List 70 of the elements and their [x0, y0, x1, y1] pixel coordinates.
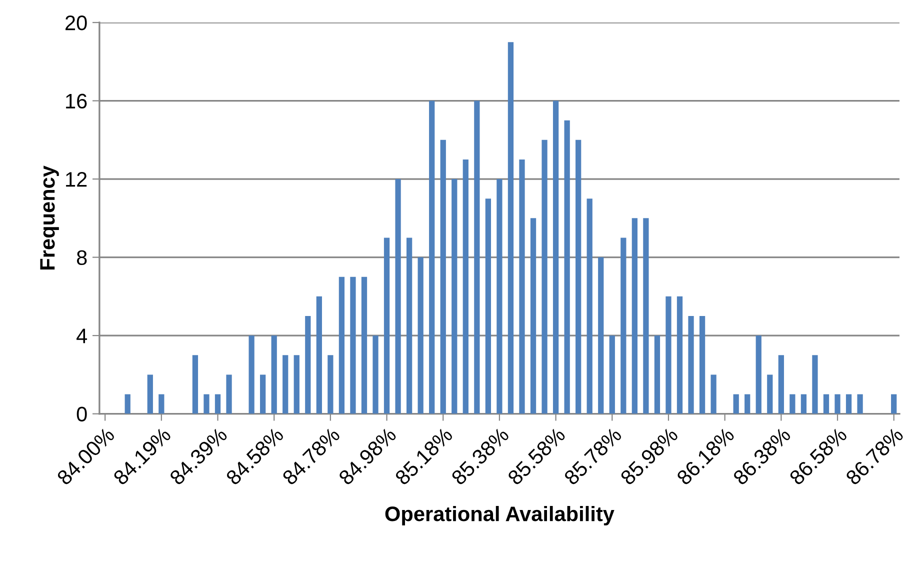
bar	[260, 374, 266, 414]
bar	[429, 100, 435, 414]
bar	[361, 276, 368, 414]
bar	[158, 394, 164, 414]
bar	[790, 394, 796, 414]
bar	[519, 159, 525, 414]
bar	[192, 355, 198, 414]
bar	[812, 355, 818, 414]
bar	[214, 394, 221, 414]
bar	[372, 336, 378, 414]
bar	[598, 257, 604, 414]
bar	[542, 140, 548, 414]
bar	[462, 159, 468, 414]
bar	[395, 179, 401, 414]
bar	[733, 394, 739, 414]
y-tick-label: 20	[66, 16, 87, 30]
y-tick-label: 4	[76, 328, 88, 344]
bar	[316, 296, 322, 414]
bar	[632, 218, 638, 414]
bar	[586, 198, 592, 414]
bar	[846, 394, 852, 414]
y-tick-label: 0	[76, 406, 87, 422]
bar	[485, 198, 492, 414]
bar	[800, 394, 807, 414]
bar	[654, 336, 660, 414]
bar	[271, 336, 277, 414]
bar	[778, 355, 784, 414]
bar	[508, 42, 514, 414]
bar	[338, 276, 345, 414]
bar	[226, 374, 232, 414]
y-axis-title: Frequency	[40, 166, 59, 270]
bar	[440, 140, 446, 414]
bar	[474, 100, 480, 414]
bar	[576, 140, 582, 414]
bar	[823, 394, 830, 414]
bar	[452, 179, 458, 414]
bar	[643, 218, 649, 414]
bar	[688, 316, 694, 414]
bar	[294, 355, 300, 414]
bar	[418, 257, 424, 414]
y-tick-label: 8	[76, 250, 87, 266]
bar	[204, 394, 210, 414]
bar	[406, 238, 412, 414]
bar	[756, 336, 762, 414]
bar	[564, 120, 570, 414]
bar	[282, 355, 288, 414]
bar	[676, 296, 683, 414]
bar	[248, 336, 254, 414]
bar	[857, 394, 863, 414]
bar	[666, 296, 672, 414]
bar	[710, 374, 716, 414]
bar	[328, 355, 334, 414]
bar	[699, 316, 706, 414]
bar	[767, 374, 773, 414]
bar	[620, 238, 626, 414]
bar	[124, 394, 130, 414]
bar	[147, 374, 153, 414]
bar	[891, 394, 897, 414]
y-tick-label: 12	[66, 172, 87, 187]
bar	[496, 179, 502, 414]
bar	[384, 238, 390, 414]
bar	[744, 394, 750, 414]
y-tick-label: 16	[66, 94, 87, 109]
bar	[552, 100, 559, 414]
bar	[834, 394, 840, 414]
bar	[609, 336, 615, 414]
bar	[305, 316, 311, 414]
bar	[530, 218, 536, 414]
x-axis-title: Operational Availability	[385, 506, 614, 526]
bar	[350, 276, 356, 414]
